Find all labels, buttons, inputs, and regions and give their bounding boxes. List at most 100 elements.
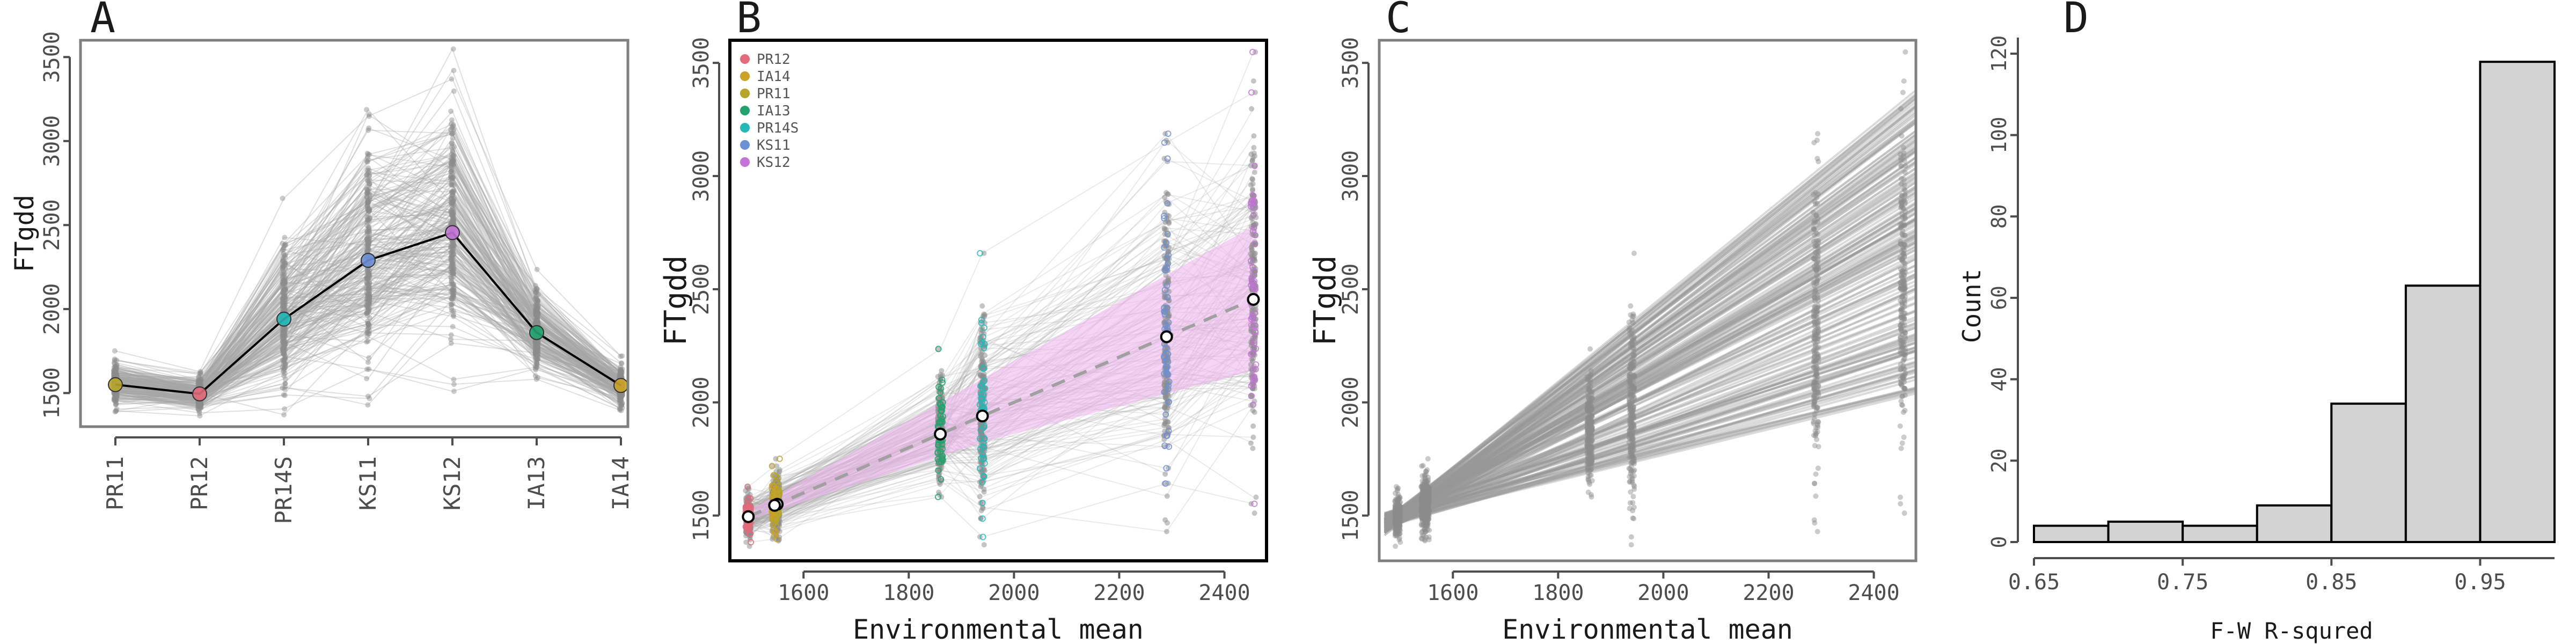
genotype-point: [281, 295, 287, 301]
genotype-point: [197, 404, 203, 409]
genotype-point: [535, 318, 540, 324]
environment-colored-point: [981, 435, 988, 442]
genotype-point: [450, 312, 456, 318]
genotype-point: [1898, 205, 1904, 211]
genotype-regression-line: [1384, 181, 1916, 526]
genotype-point: [281, 341, 287, 347]
environment-colored-point: [1162, 345, 1169, 352]
legend-swatch: [740, 54, 750, 64]
genotype-point: [281, 278, 287, 284]
genotype-regression-line: [1384, 157, 1916, 525]
genotype-point: [449, 206, 455, 211]
genotype-point: [1163, 529, 1169, 535]
genotype-point: [1902, 232, 1908, 238]
environment-colored-point: [1249, 314, 1256, 321]
genotype-point: [619, 370, 625, 376]
genotype-point: [1423, 507, 1429, 513]
genotype-point: [533, 364, 539, 370]
genotype-point: [533, 312, 539, 318]
genotype-point: [450, 243, 456, 249]
genotype-regression-line: [1384, 206, 1916, 528]
genotype-point: [282, 406, 288, 412]
genotype-point: [365, 305, 371, 311]
genotype-point: [1425, 523, 1431, 529]
genotype-point: [113, 372, 119, 378]
genotype-point: [1901, 434, 1907, 440]
genotype-point: [281, 285, 287, 291]
genotype-point: [112, 396, 118, 402]
genotype-point: [114, 393, 120, 399]
genotype-point: [1396, 518, 1402, 524]
environment-colored-point: [1162, 349, 1169, 356]
genotype-regression-line: [1384, 349, 1916, 520]
genotype-point: [113, 370, 119, 376]
genotype-point: [365, 281, 371, 287]
genotype-point: [365, 239, 371, 245]
genotype-point: [112, 361, 118, 367]
genotype-point: [280, 288, 286, 294]
environment-mean-point: [742, 510, 755, 523]
genotype-point: [281, 286, 287, 292]
genotype-regression-line: [1384, 162, 1916, 530]
genotype-point: [282, 331, 288, 337]
genotype-point: [534, 312, 540, 318]
genotype-point: [451, 182, 457, 188]
genotype-point: [113, 400, 119, 406]
genotype-profile-line: [115, 152, 621, 383]
genotype-point: [113, 369, 119, 375]
genotype-point: [533, 306, 539, 312]
genotype-point: [1423, 491, 1429, 497]
genotype-regression-line: [1384, 160, 1916, 522]
genotype-point: [450, 211, 456, 217]
genotype-point: [282, 281, 288, 287]
genotype-point: [1426, 497, 1432, 503]
genotype-point: [448, 301, 454, 307]
genotype-point: [1813, 371, 1819, 377]
environment-colored-point: [976, 435, 983, 442]
genotype-point: [1397, 503, 1403, 509]
genotype-point: [450, 301, 456, 307]
genotype-point: [1901, 284, 1907, 290]
genotype-point: [366, 308, 372, 314]
genotype-point: [450, 199, 456, 204]
genotype-regression-line: [1384, 192, 1916, 526]
genotype-point: [1393, 496, 1399, 502]
genotype-point: [534, 317, 540, 323]
genotype-point: [282, 363, 288, 369]
genotype-point: [111, 370, 117, 376]
genotype-point: [535, 306, 541, 312]
genotype-point: [981, 542, 987, 548]
environment-colored-point: [979, 515, 986, 522]
genotype-point: [1629, 341, 1635, 347]
genotype-point: [1419, 515, 1425, 521]
genotype-point: [533, 321, 539, 327]
genotype-point: [112, 356, 118, 362]
genotype-point: [532, 289, 538, 295]
genotype-point: [1812, 287, 1818, 293]
genotype-regression-line: [1384, 207, 1916, 525]
genotype-point: [365, 234, 371, 240]
genotype-point: [111, 391, 117, 397]
genotype-point: [365, 293, 371, 299]
genotype-profile-line: [115, 172, 621, 381]
genotype-point: [364, 303, 370, 309]
genotype-point: [450, 122, 456, 128]
genotype-point: [364, 304, 370, 310]
genotype-point: [449, 279, 455, 285]
genotype-regression-line: [1384, 349, 1916, 526]
genotype-regression-line: [1384, 150, 1916, 521]
genotype-point: [280, 280, 286, 286]
genotype-point: [979, 357, 985, 363]
genotype-point: [281, 350, 287, 356]
genotype-point: [196, 408, 202, 414]
genotype-point: [449, 275, 455, 281]
environment-colored-point: [1248, 382, 1255, 389]
genotype-profile-line: [115, 200, 621, 396]
environment-colored-point: [980, 345, 987, 352]
genotype-point: [195, 380, 201, 386]
genotype-point: [112, 367, 118, 373]
genotype-point: [449, 203, 455, 209]
genotype-profile-line: [115, 110, 621, 384]
genotype-point: [281, 339, 287, 345]
genotype-point: [365, 207, 371, 213]
